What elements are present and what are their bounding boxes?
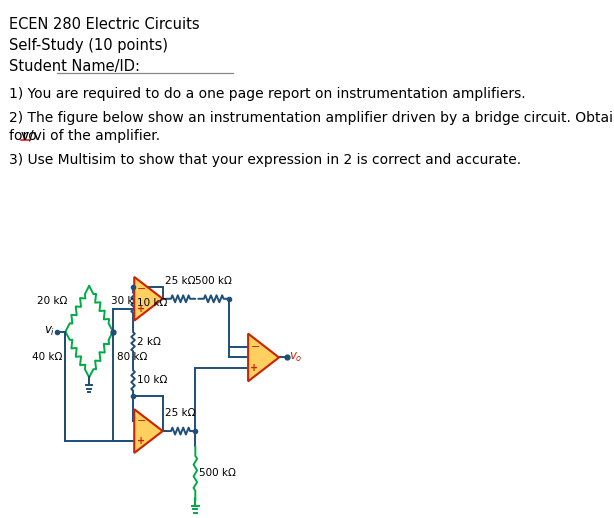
Text: Self-Study (10 points): Self-Study (10 points) [9,38,168,53]
Text: $v_o$: $v_o$ [289,351,303,364]
Text: Student Name/ID:: Student Name/ID: [9,59,144,74]
Text: vo: vo [21,128,37,142]
Text: 2 kΩ: 2 kΩ [136,337,160,347]
Text: 10 kΩ: 10 kΩ [136,298,167,308]
Text: for: for [9,128,32,142]
Text: −: − [136,416,146,426]
Text: ECEN 280 Electric Circuits: ECEN 280 Electric Circuits [9,17,199,32]
Text: +: + [136,304,145,313]
Text: −: − [136,284,146,294]
Text: 2) The figure below show an instrumentation amplifier driven by a bridge circuit: 2) The figure below show an instrumentat… [9,111,614,125]
Text: 10 kΩ: 10 kΩ [136,376,167,385]
Text: 20 kΩ: 20 kΩ [37,296,68,306]
Polygon shape [134,409,163,453]
Text: 25 kΩ: 25 kΩ [165,408,196,418]
Text: 40 kΩ: 40 kΩ [32,352,63,363]
Text: /vi of the amplifier.: /vi of the amplifier. [29,128,160,142]
Text: 3) Use Multisim to show that your expression in 2 is correct and accurate.: 3) Use Multisim to show that your expres… [9,153,521,167]
Text: −: − [251,342,260,352]
Text: $v_i$: $v_i$ [44,325,55,338]
Polygon shape [248,334,279,381]
Polygon shape [134,277,163,321]
Text: 500 kΩ: 500 kΩ [195,276,232,286]
Text: 25 kΩ: 25 kΩ [165,276,196,286]
Text: 30 kΩ: 30 kΩ [111,296,141,306]
Text: 500 kΩ: 500 kΩ [199,468,236,478]
Text: 80 kΩ: 80 kΩ [117,352,147,363]
Text: +: + [136,436,145,446]
Text: +: + [251,363,258,373]
Text: 1) You are required to do a one page report on instrumentation amplifiers.: 1) You are required to do a one page rep… [9,87,525,101]
